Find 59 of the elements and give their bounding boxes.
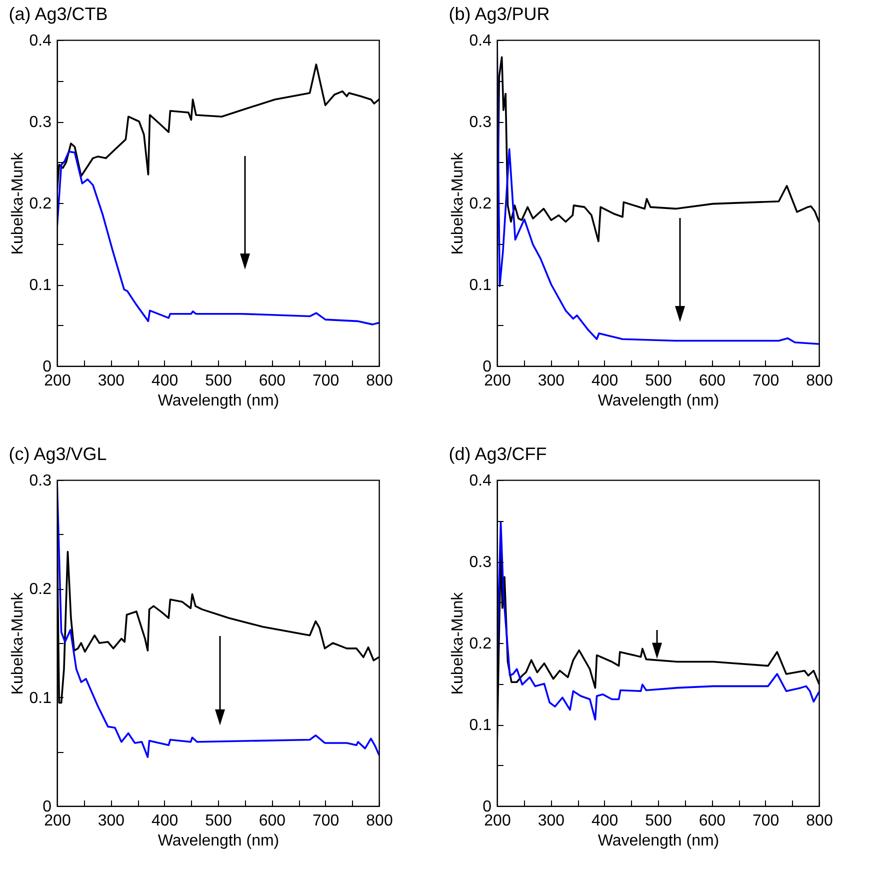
y-tick-label: 0.3 — [469, 554, 492, 571]
y-tick-label: 0.3 — [469, 114, 492, 131]
x-tick-label: 400 — [151, 812, 178, 830]
y-tick-label: 0 — [42, 798, 52, 816]
y-axis-title: Kubelka-Munk — [449, 151, 466, 255]
x-tick-label: 800 — [806, 372, 833, 390]
x-tick-label: 200 — [484, 372, 511, 390]
x-tick-label: 400 — [151, 372, 178, 390]
y-tick-label: 0.1 — [469, 717, 492, 734]
x-tick-label: 800 — [366, 372, 393, 390]
x-tick-label: 800 — [806, 812, 833, 830]
chart-title: (a) Ag3/CTB — [8, 4, 108, 24]
y-tick-label: 0.3 — [29, 472, 52, 490]
y-tick-label: 0 — [42, 358, 52, 376]
x-tick-label: 700 — [752, 812, 780, 830]
y-tick-label: 0.4 — [469, 32, 492, 50]
x-tick-label: 700 — [312, 372, 340, 390]
y-tick-label: 0.3 — [29, 114, 52, 131]
x-tick-label: 800 — [366, 812, 393, 830]
y-tick-label: 0.1 — [29, 690, 52, 707]
x-tick-label: 200 — [484, 812, 511, 830]
x-tick-label: 700 — [752, 372, 780, 390]
x-tick-label: 600 — [258, 812, 286, 830]
x-axis-title: Wavelength (nm) — [158, 832, 280, 850]
y-tick-label: 0.4 — [29, 32, 52, 50]
x-tick-label: 700 — [312, 812, 340, 830]
chart-title: (d) Ag3/CFF — [448, 444, 547, 464]
x-tick-label: 200 — [44, 812, 71, 830]
x-tick-label: 400 — [591, 372, 618, 390]
chart-title: (c) Ag3/VGL — [8, 444, 107, 464]
chart-title: (b) Ag3/PUR — [448, 4, 550, 24]
x-tick-label: 600 — [698, 372, 726, 390]
x-axis-title: Wavelength (nm) — [598, 832, 720, 850]
x-tick-label: 200 — [44, 372, 71, 390]
y-tick-label: 0 — [482, 358, 492, 376]
y-axis-title: Kubelka-Munk — [449, 591, 466, 695]
y-tick-label: 0 — [482, 798, 492, 816]
x-tick-label: 300 — [98, 372, 125, 390]
y-tick-label: 0.1 — [469, 277, 492, 294]
y-axis-title: Kubelka-Munk — [9, 151, 26, 255]
y-tick-label: 0.2 — [469, 196, 492, 212]
x-tick-label: 300 — [538, 812, 565, 830]
x-tick-label: 400 — [591, 812, 618, 830]
x-tick-label: 600 — [698, 812, 726, 830]
x-tick-label: 500 — [205, 372, 232, 390]
y-tick-label: 0.1 — [29, 277, 52, 294]
y-tick-label: 0.2 — [469, 636, 492, 652]
y-tick-label: 0.2 — [29, 196, 52, 212]
x-tick-label: 600 — [258, 372, 286, 390]
y-tick-label: 0.4 — [469, 472, 492, 490]
x-tick-label: 500 — [205, 812, 232, 830]
x-tick-label: 500 — [645, 372, 672, 390]
x-tick-label: 300 — [98, 812, 125, 830]
y-axis-title: Kubelka-Munk — [9, 591, 26, 695]
y-tick-label: 0.2 — [29, 581, 52, 598]
x-tick-label: 300 — [538, 372, 565, 390]
x-axis-title: Wavelength (nm) — [158, 392, 280, 410]
x-axis-title: Wavelength (nm) — [598, 392, 720, 410]
x-tick-label: 500 — [645, 812, 672, 830]
